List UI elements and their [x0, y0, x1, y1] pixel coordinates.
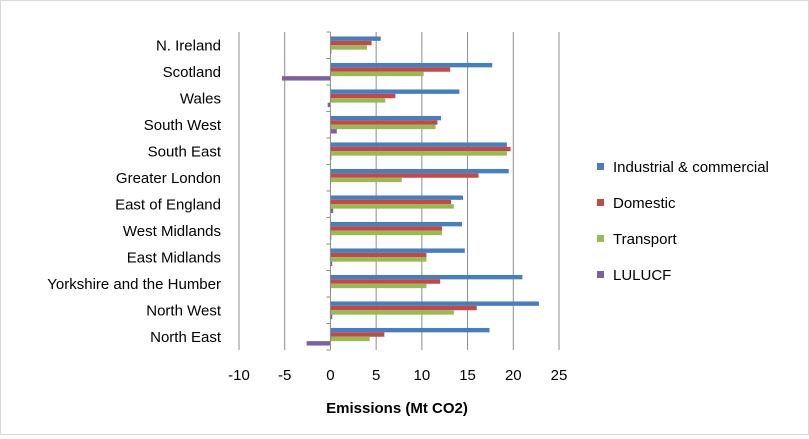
bar-lulucf: [327, 102, 331, 108]
category-label: East of England: [115, 196, 221, 213]
bar-domestic: [330, 40, 372, 46]
legend-swatch: [597, 271, 604, 278]
bar-lulucf: [330, 129, 337, 134]
bar-domestic: [330, 279, 441, 284]
bar-lulucf: [330, 314, 333, 320]
bar-transport: [330, 230, 442, 236]
category-label: South West: [144, 117, 222, 134]
legend: Industrial & commercial Domestic Transport…: [597, 159, 769, 284]
bar-industrial-commercial: [330, 327, 490, 333]
category-label: N. Ireland: [156, 37, 221, 54]
bar-transport: [330, 336, 370, 342]
bar-domestic: [330, 67, 451, 72]
category-label: West Midlands: [123, 223, 221, 240]
bar-transport: [330, 98, 386, 103]
bar-industrial-commercial: [330, 36, 381, 41]
bar-industrial-commercial: [330, 62, 493, 68]
bar-transport: [330, 71, 424, 77]
bar-domestic: [330, 199, 452, 205]
category-label: South East: [148, 143, 222, 160]
bar-domestic: [330, 305, 477, 311]
category-label: North East: [150, 329, 222, 346]
category-labels: N. Ireland Scotland Wales South West South E…: [47, 37, 222, 346]
bar-industrial-commercial: [330, 301, 539, 306]
bar-lulucf: [330, 261, 333, 267]
bar-industrial-commercial: [330, 142, 507, 147]
legend-swatch: [597, 199, 604, 206]
category-label: East Midlands: [127, 249, 221, 266]
x-tick-label: -5: [278, 367, 291, 384]
bar-industrial-commercial: [330, 195, 463, 200]
bar-industrial-commercial: [330, 89, 460, 94]
bar-industrial-commercial: [330, 248, 465, 253]
bar-domestic: [330, 120, 438, 125]
bar-transport: [330, 177, 402, 183]
x-tick-label: 20: [505, 367, 522, 384]
x-tick-label: 25: [551, 367, 568, 384]
x-tick-label: 5: [372, 367, 380, 384]
category-label: Scotland: [163, 64, 221, 81]
legend-label: Transport: [613, 231, 677, 248]
gridlines: [238, 32, 560, 350]
x-tick-label: 0: [326, 367, 334, 384]
bar-lulucf: [330, 208, 334, 214]
legend-swatch: [597, 235, 604, 242]
bar-industrial-commercial: [330, 168, 509, 174]
bar-domestic: [330, 226, 442, 231]
legend-label: LULUCF: [613, 267, 671, 284]
x-axis-title: Emissions (Mt CO2): [326, 400, 468, 417]
category-label: Yorkshire and the Humber: [47, 276, 221, 293]
bar-marks: [281, 36, 539, 346]
bar-transport: [330, 257, 427, 262]
bar-transport: [330, 283, 427, 289]
bar-lulucf: [281, 76, 331, 81]
bar-lulucf: [306, 341, 331, 346]
axes: [326, 31, 331, 351]
bar-transport: [330, 204, 454, 209]
bar-transport: [330, 151, 507, 156]
tick-labels: -10 -5 0 5 10 15 20 25: [228, 367, 567, 384]
bar-transport: [330, 124, 436, 130]
legend-swatch: [597, 163, 604, 170]
bar-transport: [330, 310, 454, 315]
x-tick-label: 15: [459, 367, 476, 384]
bar-domestic: [330, 93, 396, 99]
x-tick-label: -10: [228, 367, 250, 384]
bar-domestic: [330, 252, 427, 258]
x-tick-label: 10: [414, 367, 431, 384]
bar-domestic: [330, 173, 479, 178]
category-label: North West: [146, 302, 222, 319]
bar-domestic: [330, 146, 511, 152]
legend-label: Industrial & commercial: [613, 159, 769, 176]
bar-industrial-commercial: [330, 274, 523, 280]
bar-domestic: [330, 332, 385, 337]
category-label: Greater London: [116, 170, 221, 187]
bar-industrial-commercial: [330, 221, 463, 227]
bar-transport: [330, 45, 367, 50]
bar-industrial-commercial: [330, 115, 442, 121]
legend-label: Domestic: [613, 195, 676, 212]
category-label: Wales: [180, 90, 221, 107]
